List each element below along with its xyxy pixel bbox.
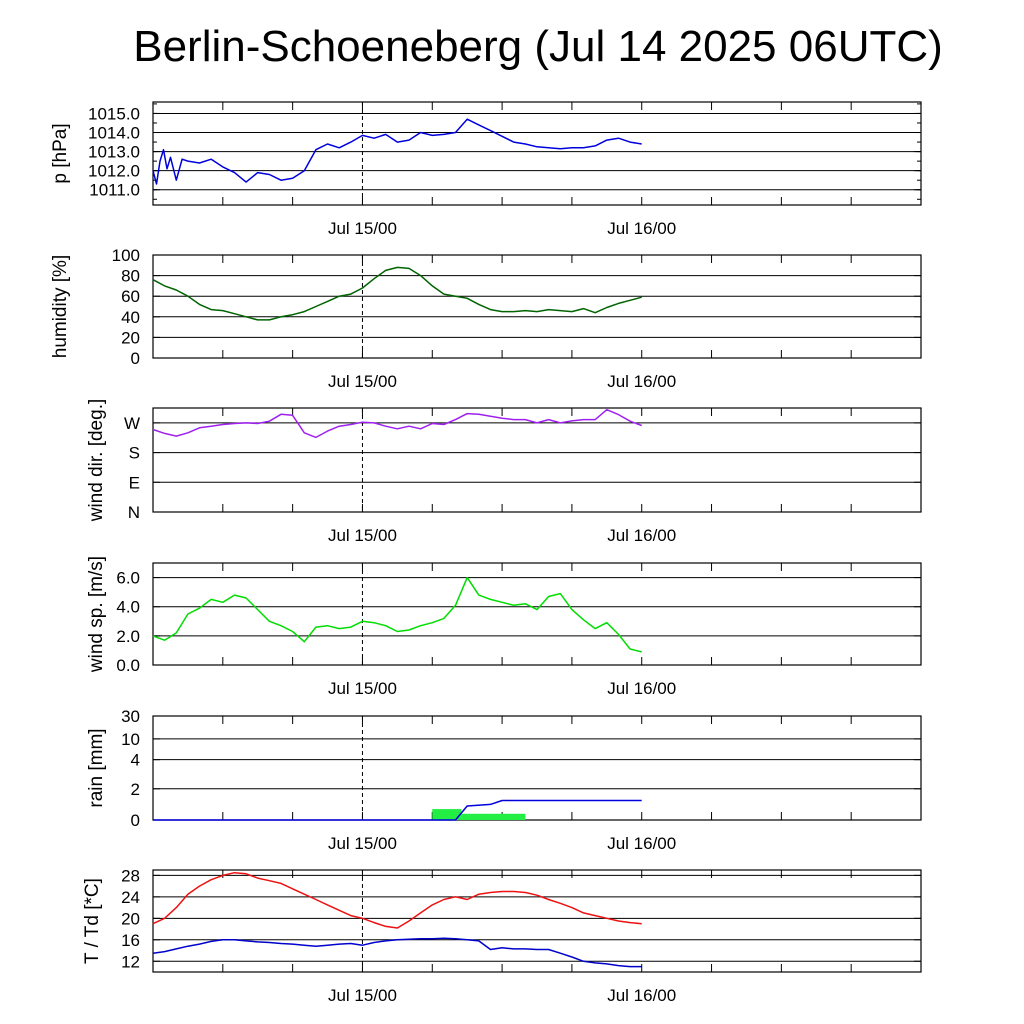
y-tick-label: 28 [121,866,140,885]
y-tick-label: 1011.0 [89,181,140,200]
x-tick-label: Jul 16/00 [607,986,676,1005]
plot-frame [152,562,922,666]
temperature-line [152,871,642,929]
y-tick-label: S [129,444,140,463]
x-tick-label: Jul 15/00 [328,834,397,853]
humidity-line [152,266,642,321]
rain-bar [432,809,462,820]
y-tick-label: 0 [131,811,140,830]
y-tick-label: 0 [131,349,140,368]
y-axis-label: p [hPa] [50,123,71,183]
y-axis-label: wind sp. [m/s] [86,556,107,673]
y-tick-label: 4 [131,751,140,770]
x-tick-label: Jul 15/00 [328,986,397,1005]
x-tick-label: Jul 15/00 [328,372,397,391]
x-tick-label: Jul 15/00 [328,679,397,698]
y-tick-label: 1015.0 [88,104,140,123]
y-axis-label: humidity [%] [50,255,71,358]
x-tick-label: Jul 15/00 [328,219,397,238]
y-axis-label: wind dir. [deg.] [86,399,107,523]
wind_speed-line [152,576,642,653]
y-tick-label: 1012.0 [88,162,140,181]
wind_dir-line [152,408,642,439]
plot-frame [152,101,922,206]
y-tick-label: 2.0 [116,627,140,646]
y-tick-label: 60 [121,287,140,306]
panel-4: 0 2 4 10 30 Jul 15/00 Jul 16/00 rain [mm] [86,707,922,853]
y-tick-label: 1013.0 [88,143,140,162]
chart-title: Berlin-Schoeneberg (Jul 14 2025 06UTC) [133,22,943,71]
y-tick-label: N [128,503,140,522]
y-tick-label: 80 [121,267,140,286]
y-tick-label: 30 [121,707,140,726]
y-axis-label: T / Td [*C] [82,878,103,964]
plot-frame [152,715,922,821]
plot-frame [152,869,922,973]
y-tick-label: 12 [121,952,140,971]
y-tick-label: E [129,473,140,492]
y-tick-label: 40 [121,308,140,327]
y-tick-label: 16 [121,931,140,950]
y-tick-label: 1014.0 [88,124,140,143]
x-tick-label: Jul 16/00 [607,526,676,545]
y-tick-label: 2 [131,780,140,799]
pressure-line [152,118,642,185]
rain-bar [490,813,526,820]
y-tick-label: 20 [121,328,140,347]
y-tick-label: 100 [112,246,140,265]
rain-bar [461,813,491,820]
y-tick-label: 10 [121,730,140,749]
x-tick-label: Jul 16/00 [607,372,676,391]
rain_total-line [153,799,642,821]
x-tick-label: Jul 16/00 [607,834,676,853]
plot-frame [152,254,922,359]
x-tick-label: Jul 16/00 [607,679,676,698]
y-tick-label: 24 [121,888,140,907]
panel-3: 0.0 2.0 4.0 6.0 Jul 15/00 Jul 16/00 wind sp. [… [86,556,922,698]
dewpoint-line [152,937,642,968]
plot-frame [152,407,922,513]
x-tick-label: Jul 16/00 [607,219,676,238]
y-tick-label: 6.0 [116,569,140,588]
y-tick-label: 20 [121,909,140,928]
panel-5: 12 16 20 24 28 Jul 15/00 Jul 16/00 T / Td [*C] [82,866,922,1005]
y-tick-label: 0.0 [116,656,140,675]
y-tick-label: 4.0 [116,598,140,617]
x-tick-label: Jul 15/00 [328,526,397,545]
y-tick-label: W [124,414,140,433]
y-axis-label: rain [mm] [86,728,107,807]
